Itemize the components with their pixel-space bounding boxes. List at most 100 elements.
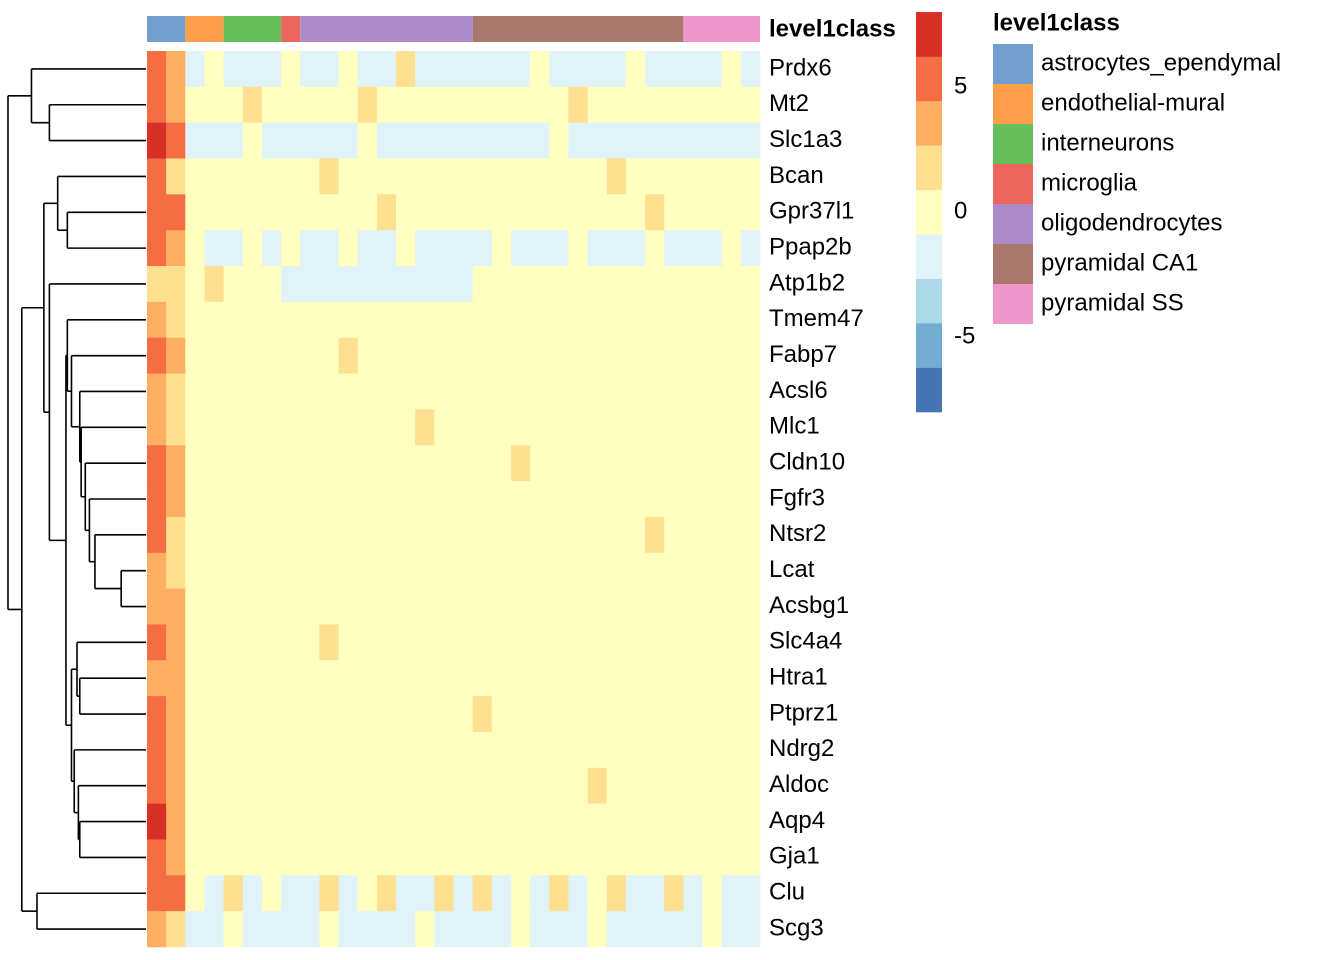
heatmap-cell bbox=[606, 158, 627, 195]
heatmap-cell bbox=[549, 588, 569, 625]
heatmap-cell bbox=[261, 194, 282, 231]
heatmap-cell bbox=[319, 696, 339, 733]
heatmap-cell bbox=[740, 158, 761, 195]
heatmap-cell bbox=[664, 122, 684, 159]
heatmap-cell bbox=[166, 516, 186, 554]
heatmap-cell bbox=[281, 588, 301, 625]
heatmap-cell bbox=[664, 588, 684, 625]
heatmap-cell bbox=[242, 409, 263, 446]
heatmap-cell bbox=[261, 230, 282, 267]
heatmap-cell bbox=[204, 516, 224, 554]
heatmap-cell bbox=[740, 337, 761, 374]
heatmap-cell bbox=[242, 230, 263, 267]
heatmap-cell bbox=[664, 660, 684, 697]
heatmap-cell bbox=[261, 696, 282, 733]
heatmap-cell bbox=[472, 158, 493, 195]
heatmap-cell bbox=[147, 660, 167, 697]
heatmap-cell bbox=[740, 481, 761, 518]
heatmap-cell bbox=[434, 373, 454, 410]
heatmap-cell bbox=[396, 803, 416, 840]
heatmap-cell bbox=[491, 696, 512, 733]
heatmap-cell bbox=[147, 230, 167, 267]
heatmap-cell bbox=[472, 731, 493, 769]
heatmap-cell bbox=[223, 194, 244, 231]
heatmap-cell bbox=[338, 624, 359, 661]
heatmap-cell bbox=[166, 660, 186, 697]
heatmap-cell bbox=[587, 409, 608, 446]
heatmap-cell bbox=[721, 86, 742, 123]
heatmap-cell bbox=[683, 86, 703, 123]
row-label: Ntsr2 bbox=[769, 520, 826, 547]
heatmap-cell bbox=[472, 839, 493, 876]
heatmap-cell bbox=[606, 875, 627, 912]
heatmap-cell bbox=[702, 552, 722, 589]
heatmap-cell bbox=[606, 516, 627, 554]
heatmap-cell bbox=[396, 516, 416, 554]
heatmap-cell bbox=[702, 696, 722, 733]
heatmap-cell bbox=[338, 51, 359, 88]
heatmap-cell bbox=[300, 481, 320, 518]
heatmap-cell bbox=[281, 409, 301, 446]
heatmap-cell bbox=[242, 122, 263, 159]
heatmap-cell bbox=[702, 481, 722, 518]
heatmap-cell bbox=[740, 696, 761, 733]
heatmap-cell bbox=[204, 911, 224, 948]
heatmap-cell bbox=[664, 481, 684, 518]
heatmap-cell bbox=[242, 373, 263, 410]
heatmap-cell bbox=[223, 552, 244, 589]
heatmap-cell bbox=[434, 194, 454, 231]
heatmap-cell bbox=[338, 696, 359, 733]
heatmap-cell bbox=[434, 51, 454, 88]
heatmap-cell bbox=[530, 911, 550, 948]
heatmap-cell bbox=[549, 552, 569, 589]
heatmap-cell bbox=[587, 731, 608, 769]
heatmap-cell bbox=[683, 624, 703, 661]
heatmap-cell bbox=[472, 409, 493, 446]
heatmap-cell bbox=[300, 660, 320, 697]
heatmap-cell bbox=[281, 158, 301, 195]
heatmap-cell bbox=[606, 660, 627, 697]
row-label: Ppap2b bbox=[769, 233, 852, 260]
heatmap-cell bbox=[281, 696, 301, 733]
heatmap-cell bbox=[530, 588, 550, 625]
legend-swatch bbox=[993, 164, 1033, 204]
heatmap-cell bbox=[530, 767, 550, 804]
heatmap-cell bbox=[683, 158, 703, 195]
heatmap-cell bbox=[434, 516, 454, 554]
heatmap-cell bbox=[664, 158, 684, 195]
heatmap-cell bbox=[721, 337, 742, 374]
heatmap-cell bbox=[587, 194, 608, 231]
colorbar-bin bbox=[916, 189, 942, 235]
heatmap-cell bbox=[185, 660, 205, 697]
legend-swatch bbox=[993, 84, 1033, 124]
heatmap-cell bbox=[147, 516, 167, 554]
heatmap-cell bbox=[300, 337, 320, 374]
heatmap-cell bbox=[549, 481, 569, 518]
heatmap-cell bbox=[721, 660, 742, 697]
heatmap-cell bbox=[702, 803, 722, 840]
heatmap-cell bbox=[319, 588, 339, 625]
row-label: Scg3 bbox=[769, 914, 824, 941]
heatmap-cell bbox=[664, 624, 684, 661]
heatmap-cell bbox=[740, 624, 761, 661]
heatmap-cell bbox=[223, 481, 244, 518]
colorbar-bin bbox=[916, 12, 942, 57]
heatmap-cell bbox=[664, 731, 684, 769]
heatmap-cell bbox=[568, 660, 588, 697]
heatmap-cell bbox=[223, 660, 244, 697]
row-label: Cldn10 bbox=[769, 449, 845, 476]
heatmap-cell bbox=[568, 624, 588, 661]
heatmap-cell bbox=[166, 481, 186, 518]
heatmap-cell bbox=[683, 660, 703, 697]
heatmap-cell bbox=[721, 624, 742, 661]
heatmap-cell bbox=[491, 660, 512, 697]
heatmap-cell bbox=[223, 373, 244, 410]
heatmap-cell bbox=[606, 481, 627, 518]
heatmap-cell bbox=[338, 230, 359, 267]
heatmap-cell bbox=[147, 911, 167, 948]
heatmap-cell bbox=[300, 409, 320, 446]
heatmap-cell bbox=[491, 481, 512, 518]
heatmap-cell bbox=[357, 516, 378, 554]
heatmap-cell bbox=[549, 660, 569, 697]
heatmap-cell bbox=[376, 481, 397, 518]
